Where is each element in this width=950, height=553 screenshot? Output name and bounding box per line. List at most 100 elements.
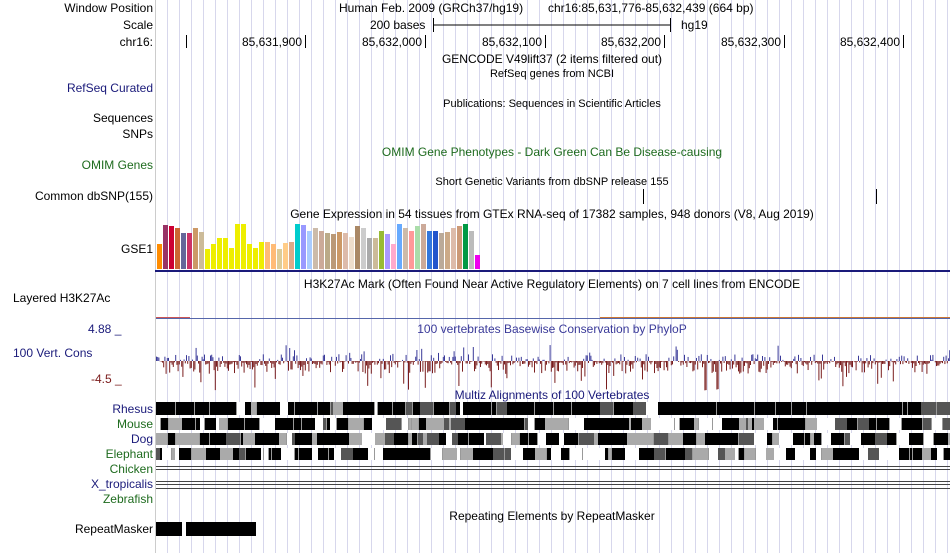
- phylop-bar: [268, 358, 270, 361]
- multiz-title[interactable]: Multiz Alignments of 100 Vertebrates: [454, 388, 650, 402]
- multiz-block: [528, 418, 534, 430]
- phylop-bar: [238, 355, 240, 361]
- multiz-block: [483, 418, 497, 430]
- phylop-bar: [873, 358, 875, 361]
- multiz-block: [779, 433, 793, 445]
- phylop-bar: [174, 361, 175, 363]
- phylop-bar: [878, 361, 880, 363]
- multiz-block: [156, 418, 160, 430]
- phylop-bar: [726, 361, 727, 371]
- phylop-bar: [855, 361, 857, 371]
- sequences-label[interactable]: Sequences: [92, 111, 153, 125]
- ruler-tick-label: 85,632,200: [600, 35, 661, 49]
- publications-title[interactable]: Publications: Sequences in Scientific Ar…: [443, 98, 661, 110]
- phylop-bar: [751, 354, 753, 361]
- snps-label[interactable]: SNPs: [122, 127, 153, 141]
- phylop-bar: [312, 361, 313, 365]
- multiz-block: [541, 402, 544, 415]
- species-chicken[interactable]: Chicken: [109, 462, 153, 476]
- multiz-block: [306, 433, 312, 445]
- refseq-label[interactable]: RefSeq Curated: [66, 81, 153, 95]
- multiz-block: [570, 433, 578, 445]
- refseq-title[interactable]: RefSeq genes from NCBI: [489, 68, 615, 80]
- multiz-block: [937, 402, 950, 415]
- h3k27ac-title[interactable]: H3K27Ac Mark (Often Found Near Active Re…: [303, 277, 801, 291]
- multiz-block: [551, 448, 561, 460]
- gencode-title[interactable]: GENCODE V49lift37 (2 items filtered out): [441, 52, 663, 66]
- scale-db-text: hg19: [681, 18, 708, 32]
- gse1-label[interactable]: GSE1: [120, 242, 153, 256]
- phylop-bar: [609, 361, 611, 367]
- species-elephant[interactable]: Elephant: [105, 447, 153, 461]
- omim-title[interactable]: OMIM Gene Phenotypes - Dark Green Can Be…: [381, 145, 723, 159]
- multiz-block: [375, 448, 383, 460]
- phylop-bar: [607, 361, 609, 365]
- species-rhesus[interactable]: Rhesus: [112, 402, 153, 416]
- gtex-title[interactable]: Gene Expression in 54 tissues from GTEx …: [290, 207, 814, 221]
- phylop-bar: [303, 361, 305, 365]
- h3k27ac-label[interactable]: Layered H3K27Ac: [13, 291, 111, 305]
- gtex-bar: [163, 225, 168, 269]
- multiz-block: [375, 433, 385, 445]
- phylop-bar: [631, 361, 633, 365]
- repeatmasker-label[interactable]: RepeatMasker: [74, 522, 153, 536]
- ruler-tick-label: 85,632,000: [361, 35, 422, 49]
- multiz-block: [512, 433, 519, 445]
- phylop-title[interactable]: 100 vertebrates Basewise Conservation by…: [417, 322, 687, 336]
- gtex-bar: [337, 232, 342, 269]
- phylop-bar: [714, 361, 715, 365]
- phylop-bar: [200, 361, 202, 383]
- phylop-bar: [837, 361, 839, 364]
- phylop-bar: [922, 361, 924, 365]
- phylop-bar: [844, 361, 846, 367]
- phylop-bar: [562, 361, 564, 365]
- cons-label[interactable]: 100 Vert. Cons: [13, 346, 93, 360]
- multiz-block: [694, 418, 698, 430]
- multiz-block: [260, 418, 275, 430]
- phylop-bar: [729, 361, 731, 370]
- phylop-bar: [373, 361, 375, 363]
- gtex-bar: [457, 226, 462, 269]
- phylop-bar: [824, 361, 826, 364]
- multiz-block: [822, 448, 833, 460]
- phylop-bar: [615, 361, 617, 365]
- phylop-bar: [555, 361, 557, 363]
- phylop-bar: [700, 354, 702, 361]
- multiz-block: [819, 402, 821, 415]
- common-dbsnp-label[interactable]: Common dbSNP(155): [34, 189, 153, 203]
- dbsnp-title[interactable]: Short Genetic Variants from dbSNP releas…: [435, 176, 669, 188]
- multiz-block: [279, 433, 286, 445]
- phylop-bar: [572, 361, 574, 362]
- multiz-block: [680, 418, 687, 430]
- multiz-block: [605, 448, 608, 460]
- multiz-block: [368, 448, 370, 460]
- phylop-bar: [540, 361, 541, 364]
- phylop-bar: [915, 361, 917, 367]
- species-zebrafish[interactable]: Zebrafish: [102, 492, 153, 506]
- phylop-bar: [649, 361, 651, 363]
- phylop-bar: [560, 361, 562, 363]
- phylop-bar: [668, 357, 670, 361]
- phylop-bar: [835, 361, 837, 367]
- phylop-bar: [436, 361, 438, 364]
- gtex-bar: [475, 255, 480, 269]
- repeats-title[interactable]: Repeating Elements by RepeatMasker: [449, 509, 655, 523]
- multiz-block: [609, 448, 611, 460]
- omim-label[interactable]: OMIM Genes: [81, 158, 153, 172]
- multiz-block: [923, 418, 931, 430]
- phylop-bar: [243, 361, 245, 373]
- species-mouse[interactable]: Mouse: [116, 417, 153, 431]
- multiz-block: [718, 448, 725, 460]
- phylop-bar: [565, 361, 567, 365]
- multiz-block: [754, 433, 767, 445]
- species-xtropicalis[interactable]: X_tropicalis: [90, 477, 153, 491]
- phylop-bar: [856, 361, 858, 362]
- species-dog[interactable]: Dog: [130, 432, 153, 446]
- phylop-bar: [476, 361, 478, 366]
- phylop-bar: [795, 361, 797, 365]
- multiz-block: [237, 402, 245, 415]
- phylop-bar: [820, 361, 822, 379]
- phylop-bar: [276, 361, 277, 363]
- multiz-block: [370, 448, 374, 460]
